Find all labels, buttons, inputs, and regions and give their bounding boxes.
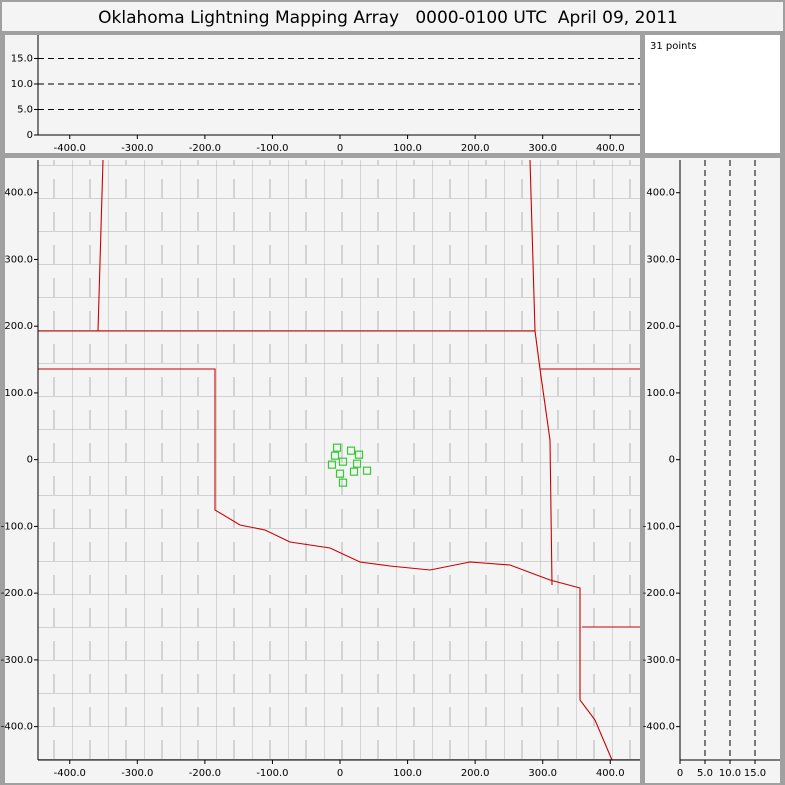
lightning-point: [338, 457, 348, 466]
y-tick-label: 200.0: [4, 321, 33, 332]
x-tick-label: -400.0: [54, 143, 86, 154]
y-tick-label: 400.0: [4, 188, 33, 199]
y-tick-label: -300.0: [643, 655, 675, 666]
y-tick-label: -100.0: [643, 521, 675, 532]
lightning-point: [335, 469, 345, 478]
x-tick-label: -100.0: [256, 768, 288, 779]
x-tick-label: -200.0: [189, 143, 221, 154]
info-panel: [645, 35, 780, 153]
y-tick-label: -400.0: [643, 722, 675, 733]
lightning-point: [327, 460, 337, 469]
state-borders: [38, 160, 640, 760]
x-tick-label: 0: [337, 143, 343, 154]
x-tick-label: 5.0: [697, 768, 713, 779]
x-tick-label: 300.0: [528, 768, 557, 779]
title-bar: [2, 2, 783, 31]
y-tick-label: 300.0: [646, 254, 675, 265]
y-tick-label: 400.0: [646, 188, 675, 199]
x-tick-label: 200.0: [461, 143, 490, 154]
x-tick-label: -100.0: [256, 143, 288, 154]
lightning-point: [352, 459, 362, 468]
y-tick-label: -200.0: [643, 588, 675, 599]
y-tick-label: 300.0: [4, 254, 33, 265]
x-tick-label: 100.0: [393, 143, 422, 154]
side-panel: [645, 158, 780, 783]
lightning-point: [346, 446, 356, 455]
lightning-point: [354, 450, 364, 459]
top-panel: [5, 35, 640, 153]
x-tick-label: 0: [337, 768, 343, 779]
lightning-point: [338, 478, 348, 487]
y-tick-label: -400.0: [1, 722, 33, 733]
y-tick-label: 15.0: [11, 53, 33, 64]
lightning-point: [332, 443, 342, 452]
point-count: 31 points: [650, 41, 697, 52]
x-tick-label: 100.0: [393, 768, 422, 779]
x-tick-label: 400.0: [596, 143, 625, 154]
x-tick-label: -200.0: [189, 768, 221, 779]
x-tick-label: 200.0: [461, 768, 490, 779]
y-tick-label: 100.0: [4, 388, 33, 399]
y-tick-label: 0: [27, 130, 33, 141]
x-tick-label: -300.0: [121, 768, 153, 779]
y-tick-label: -100.0: [1, 521, 33, 532]
lightning-point: [362, 466, 372, 475]
y-tick-label: -300.0: [1, 655, 33, 666]
x-tick-label: 300.0: [528, 143, 557, 154]
y-tick-label: -200.0: [1, 588, 33, 599]
y-tick-label: 10.0: [11, 79, 33, 90]
y-tick-label: 0: [669, 455, 675, 466]
x-tick-label: 400.0: [596, 768, 625, 779]
x-tick-label: 0: [677, 768, 683, 779]
x-tick-label: -300.0: [121, 143, 153, 154]
x-tick-label: 15.0: [744, 768, 766, 779]
x-tick-label: 10.0: [719, 768, 741, 779]
y-tick-label: 200.0: [646, 321, 675, 332]
lightning-point: [349, 467, 359, 476]
y-tick-label: 5.0: [17, 104, 33, 115]
y-tick-label: 100.0: [646, 388, 675, 399]
title: Oklahoma Lightning Mapping Array 0000-01…: [98, 8, 678, 28]
y-tick-label: 0: [27, 455, 33, 466]
lightning-point: [330, 451, 340, 460]
x-tick-label: -400.0: [54, 768, 86, 779]
